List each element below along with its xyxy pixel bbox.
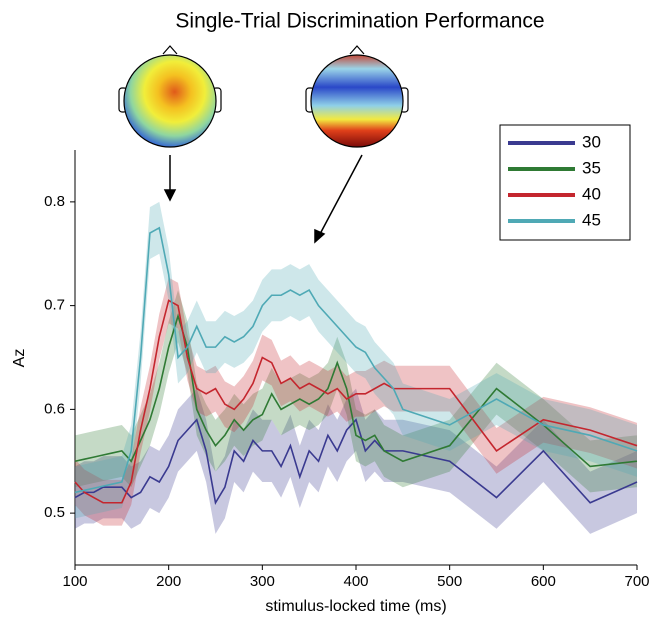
error-band — [75, 290, 637, 493]
error-band — [75, 277, 637, 526]
x-tick-label: 700 — [624, 573, 649, 590]
series-line — [74, 299, 638, 504]
series-line — [74, 226, 638, 494]
scalp-map-right — [305, 45, 409, 148]
legend-label: 35 — [582, 158, 601, 177]
series-line — [74, 418, 638, 505]
x-tick-label: 100 — [62, 573, 87, 590]
x-tick-label: 300 — [250, 573, 275, 590]
x-tick-label: 600 — [531, 573, 556, 590]
y-tick-label: 0.8 — [44, 193, 65, 210]
y-axis-label: Az — [11, 349, 28, 368]
scalp-map-left — [118, 45, 222, 148]
x-tick-label: 500 — [437, 573, 462, 590]
error-band — [75, 201, 637, 519]
x-axis-label: stimulus-locked time (ms) — [265, 598, 446, 615]
chart-title: Single-Trial Discrimination Performance — [175, 10, 544, 33]
legend-label: 40 — [582, 184, 601, 203]
x-tick-label: 400 — [343, 573, 368, 590]
y-tick-label: 0.6 — [44, 400, 65, 417]
x-tick-label: 200 — [156, 573, 181, 590]
y-tick-label: 0.7 — [44, 297, 65, 314]
arrows — [163, 154, 363, 244]
legend-label: 45 — [582, 210, 601, 229]
legend-label: 30 — [582, 132, 601, 151]
y-tick-label: 0.5 — [44, 504, 65, 521]
